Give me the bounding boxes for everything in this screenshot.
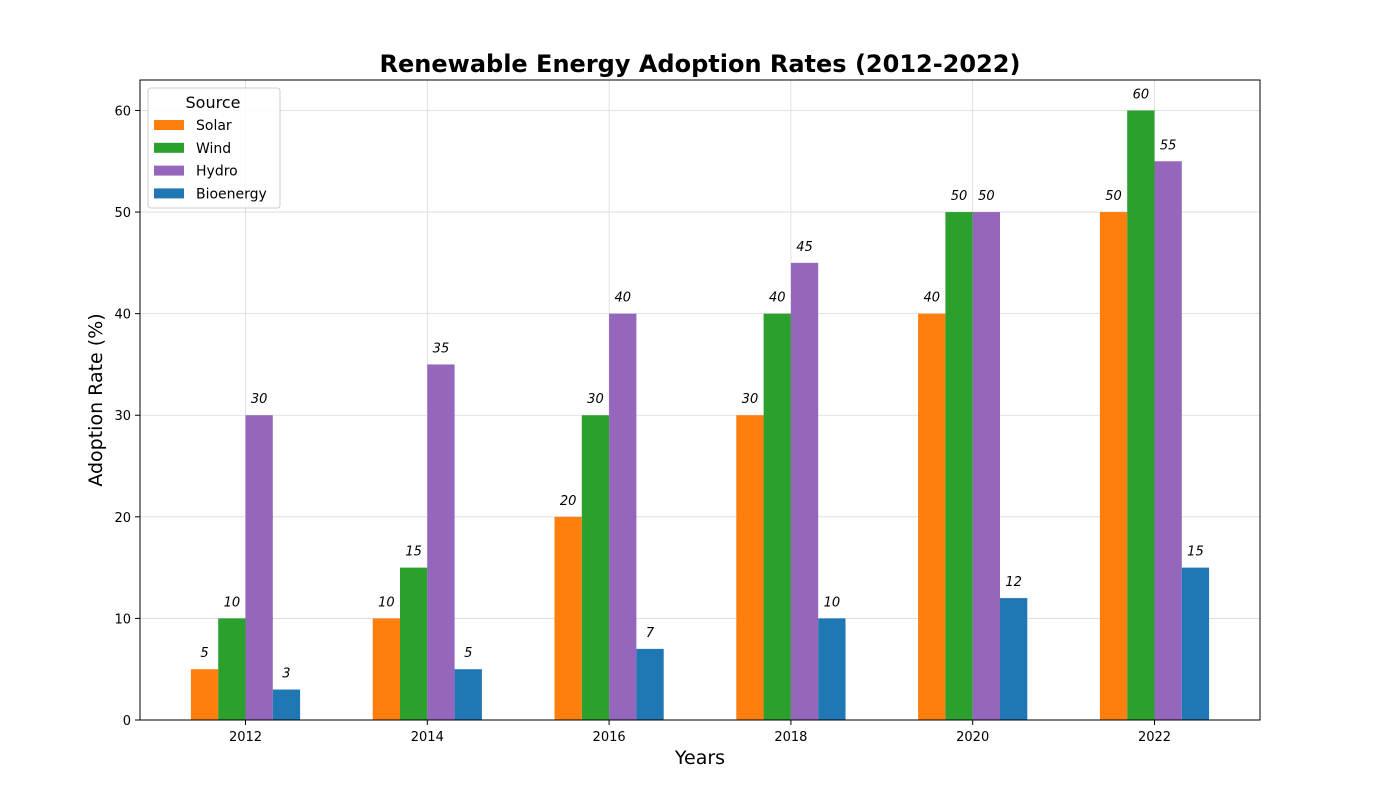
y-tick-label: 60	[114, 104, 131, 119]
legend-label-hydro: Hydro	[196, 164, 238, 180]
bar-hydro-2022	[1154, 161, 1182, 720]
legend-label-wind: Wind	[196, 141, 231, 157]
data-label: 30	[742, 392, 759, 407]
data-label: 30	[587, 392, 604, 407]
data-label: 50	[1105, 189, 1122, 204]
data-label: 40	[923, 291, 940, 306]
bar-solar-2018	[736, 415, 764, 720]
data-label: 40	[614, 291, 631, 306]
data-label: 10	[378, 595, 395, 610]
legend-swatch-bioenergy	[154, 188, 184, 199]
data-label: 5	[464, 646, 472, 661]
plot-frame	[139, 79, 1261, 721]
y-tick-label: 20	[114, 511, 131, 526]
data-label: 10	[224, 595, 241, 610]
bar-bioenergy-2012	[272, 689, 301, 720]
y-tick-label: 40	[114, 308, 131, 323]
bar-solar-2014	[372, 618, 400, 720]
y-tick-label: 30	[114, 409, 131, 424]
bar-hydro-2014	[427, 364, 455, 720]
bar-hydro-2016	[609, 313, 637, 720]
x-tick-label: 2022	[1138, 730, 1171, 745]
y-tick-label: 10	[114, 612, 131, 627]
legend: Source Solar Wind Hydro Bioenergy	[147, 87, 281, 209]
x-axis-label: Years	[674, 747, 725, 769]
data-label: 5	[200, 646, 208, 661]
data-label: 35	[433, 341, 450, 356]
data-label: 7	[646, 626, 655, 641]
legend-swatch-solar	[154, 120, 184, 130]
bar-hydro-2018	[790, 262, 819, 720]
data-label: 55	[1160, 138, 1177, 153]
legend-title: Source	[186, 93, 241, 112]
x-tick-label: 2016	[593, 730, 626, 745]
legend-label-solar: Solar	[196, 118, 232, 134]
bar-solar-2022	[1099, 212, 1128, 721]
x-tick-label: 2020	[956, 730, 989, 745]
data-label: 12	[1005, 575, 1022, 590]
bar-solar-2020	[918, 313, 946, 720]
legend-label-bioenergy: Bioenergy	[196, 186, 267, 202]
x-tick-label: 2012	[229, 730, 262, 745]
data-label: 40	[769, 291, 786, 306]
bar-wind-2016	[581, 415, 610, 720]
data-label: 20	[560, 494, 577, 509]
bar-bioenergy-2014	[454, 669, 482, 720]
data-label: 15	[1187, 545, 1204, 560]
bar-hydro-2012	[245, 415, 273, 720]
legend-swatch-wind	[154, 142, 184, 153]
bar-wind-2012	[218, 618, 246, 720]
bar-hydro-2020	[972, 212, 1000, 721]
bar-wind-2018	[763, 313, 791, 720]
data-labels: 5102030405010153040506030354045505535710…	[200, 87, 1203, 681]
data-label: 60	[1133, 87, 1150, 102]
bar-bioenergy-2018	[818, 618, 846, 720]
y-tick-label: 50	[114, 206, 131, 221]
bar-wind-2014	[400, 567, 428, 720]
data-label: 30	[251, 392, 268, 407]
data-label: 10	[824, 595, 841, 610]
chart-title: Renewable Energy Adoption Rates (2012-20…	[380, 50, 1021, 78]
data-label: 50	[978, 189, 995, 204]
bar-bioenergy-2016	[636, 648, 664, 720]
bar-bioenergy-2022	[1181, 567, 1210, 720]
bar-solar-2012	[190, 669, 219, 720]
y-axis-label: Adoption Rate (%)	[85, 313, 107, 486]
x-tick-label: 2018	[774, 730, 807, 745]
data-label: 3	[282, 667, 290, 682]
data-label: 15	[405, 545, 422, 560]
bar-solar-2016	[554, 516, 582, 720]
bar-wind-2022	[1127, 110, 1155, 720]
bar-bioenergy-2020	[1000, 598, 1028, 720]
legend-swatch-hydro	[154, 165, 184, 176]
legend-box	[147, 87, 281, 209]
data-label: 50	[951, 189, 968, 204]
bar-wind-2020	[945, 212, 973, 721]
data-label: 45	[796, 240, 813, 255]
x-tick-label: 2014	[411, 730, 444, 745]
bars	[190, 110, 1210, 721]
y-tick-label: 0	[123, 714, 131, 729]
